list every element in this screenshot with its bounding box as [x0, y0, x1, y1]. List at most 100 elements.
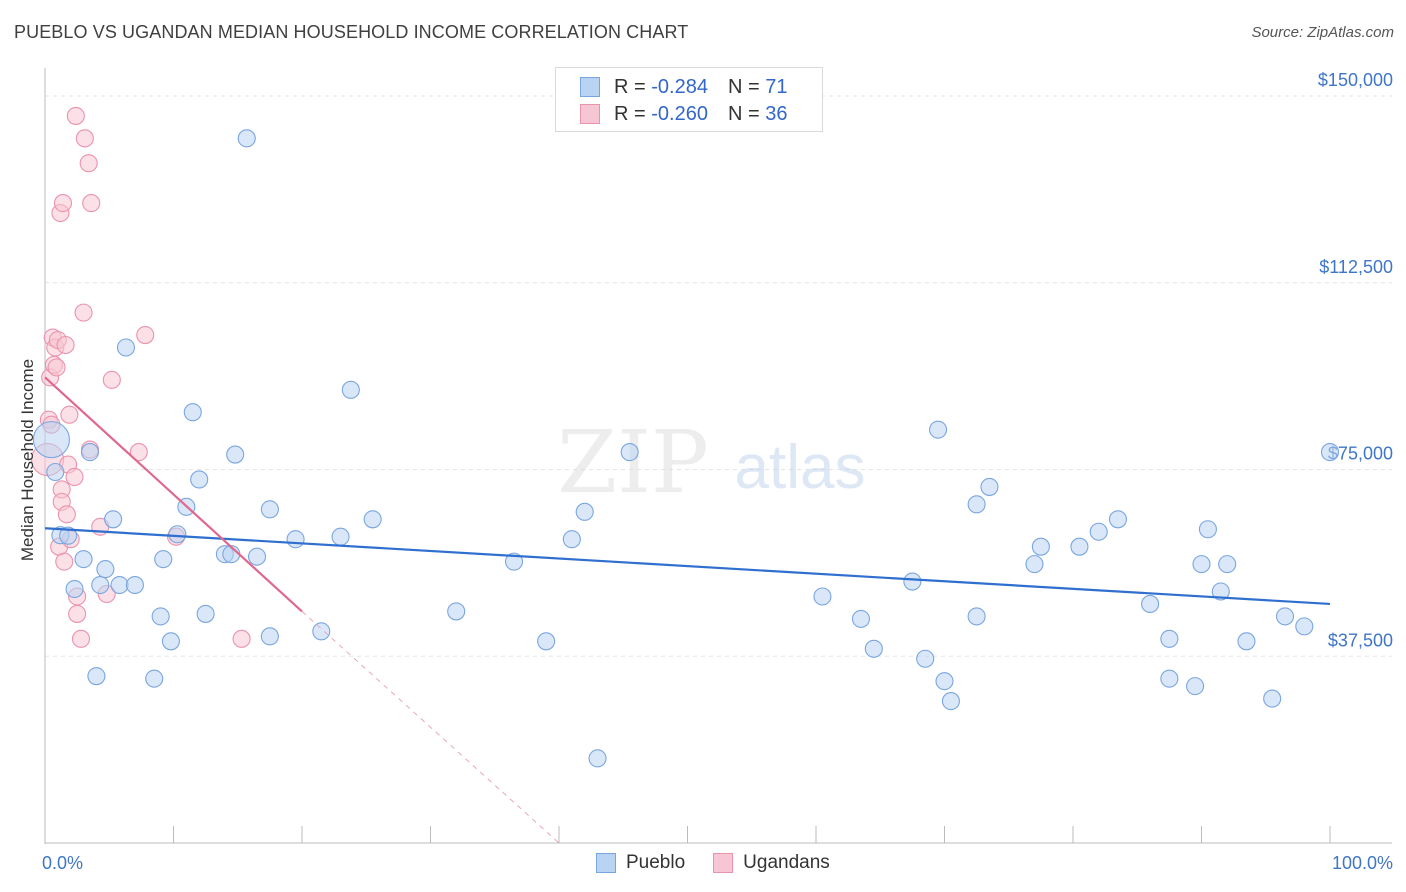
x-tick-label: 0.0%	[42, 853, 83, 873]
ugandans-point	[79, 154, 98, 173]
ugandans-point	[68, 604, 87, 623]
pueblo-point	[331, 527, 350, 546]
n-value: 36	[765, 102, 788, 125]
pueblo-point	[967, 495, 986, 514]
pueblo-point	[916, 649, 935, 668]
y-axis-label: Median Household Income	[18, 358, 37, 562]
pueblo-point	[341, 380, 360, 399]
pueblo-point	[46, 462, 65, 482]
pueblo-point	[620, 443, 639, 462]
r-label: R =	[614, 102, 646, 125]
r-label: R =	[614, 75, 646, 98]
r-value: -0.284	[651, 75, 708, 98]
y-tick-label: $112,500	[1319, 257, 1393, 277]
n-label: N =	[727, 75, 760, 98]
pueblo-point	[110, 575, 129, 595]
y-tick-label: $150,000	[1318, 70, 1393, 90]
pueblo-point	[447, 602, 466, 621]
watermark-zip: ZIP	[557, 413, 709, 513]
ugandans-point	[56, 335, 75, 355]
pueblo-point	[929, 420, 948, 439]
pueblo-point	[104, 510, 123, 529]
pueblo-point	[312, 622, 331, 641]
pueblo-trend-line	[44, 527, 1331, 606]
ugandans-point	[74, 303, 93, 322]
pueblo-point	[935, 672, 954, 691]
pueblo-point	[154, 550, 173, 569]
pueblo-point	[80, 443, 100, 462]
pueblo-point	[1198, 520, 1217, 539]
pueblo-point	[1089, 522, 1108, 541]
n-label: N =	[727, 102, 760, 125]
pueblo-point	[967, 607, 986, 626]
pueblo-swatch	[580, 77, 600, 97]
ugandans-point	[232, 629, 251, 648]
watermark-atlas: atlas	[735, 433, 866, 502]
pueblo-point	[1070, 537, 1089, 556]
pueblo-point	[65, 579, 84, 599]
pueblo-point	[941, 692, 960, 711]
pueblo-point	[168, 525, 187, 544]
pueblo-point	[1237, 632, 1256, 651]
pueblo-point	[87, 667, 106, 686]
pueblo-point	[1192, 555, 1211, 574]
x-tick-labels: 0.0% 100.0%	[42, 853, 1393, 873]
ugandans-point	[65, 467, 84, 487]
pueblo-swatch	[596, 853, 616, 873]
pueblo-point	[1160, 669, 1179, 688]
pueblo-point	[96, 560, 115, 579]
y-tick-label: $75,000	[1328, 444, 1393, 464]
pueblo-point	[1186, 677, 1205, 696]
ugandans-point	[102, 370, 121, 389]
ugandans-point	[136, 325, 155, 345]
r-value: -0.260	[651, 102, 708, 125]
pueblo-point	[116, 338, 136, 357]
pueblo-point	[260, 500, 279, 519]
pueblo-point	[1141, 594, 1160, 614]
pueblo-point	[226, 445, 245, 464]
ugandans-swatch	[713, 853, 734, 873]
pueblo-point	[196, 604, 215, 623]
n-value: 71	[765, 75, 788, 98]
pueblo-point	[562, 530, 581, 549]
pueblo-point	[1263, 689, 1282, 708]
ugandans-trend-extension	[301, 611, 560, 844]
pueblo-point	[363, 510, 382, 529]
pueblo-point	[980, 477, 999, 496]
legend-item-pueblo[interactable]: Pueblo	[596, 852, 685, 874]
ugandans-point	[60, 405, 79, 424]
axes	[44, 68, 1392, 844]
pueblo-point	[851, 609, 871, 628]
pueblo-point	[161, 632, 180, 651]
legend-label: Ugandans	[743, 852, 830, 873]
legend-row-pueblo: R = -0.284 N = 71	[580, 75, 787, 99]
pueblo-point	[151, 607, 170, 626]
pueblo-point	[183, 403, 202, 422]
y-tick-labels: $37,500 $75,000 $112,500 $150,000	[1318, 70, 1393, 650]
x-tick-label: 100.0%	[1332, 853, 1393, 873]
pueblo-point	[260, 627, 279, 646]
pueblo-point	[504, 552, 524, 571]
pueblo-point	[575, 502, 594, 521]
ugandans-point	[66, 106, 85, 125]
legend-item-ugandans[interactable]: Ugandans	[713, 852, 830, 874]
pueblo-point	[864, 639, 883, 658]
pueblo-point	[1320, 443, 1340, 462]
pueblo-point	[286, 530, 305, 549]
pueblo-point	[91, 575, 110, 595]
ugandans-point	[53, 194, 73, 213]
pueblo-points	[32, 129, 1340, 768]
correlation-legend: R = -0.284 N = 71 R = -0.260 N = 36	[555, 67, 823, 132]
ugandans-swatch	[580, 104, 600, 124]
ugandans-point	[55, 552, 74, 571]
pueblo-point	[32, 421, 70, 459]
legend-label: Pueblo	[626, 852, 686, 873]
watermark: ZIP atlas	[557, 413, 865, 513]
ugandans-point	[75, 129, 94, 148]
y-tick-label: $37,500	[1328, 630, 1393, 650]
pueblo-point	[1275, 607, 1295, 626]
pueblo-point	[247, 547, 267, 566]
source-label: Source: ZipAtlas.com	[1251, 24, 1394, 41]
pueblo-point	[237, 129, 256, 148]
